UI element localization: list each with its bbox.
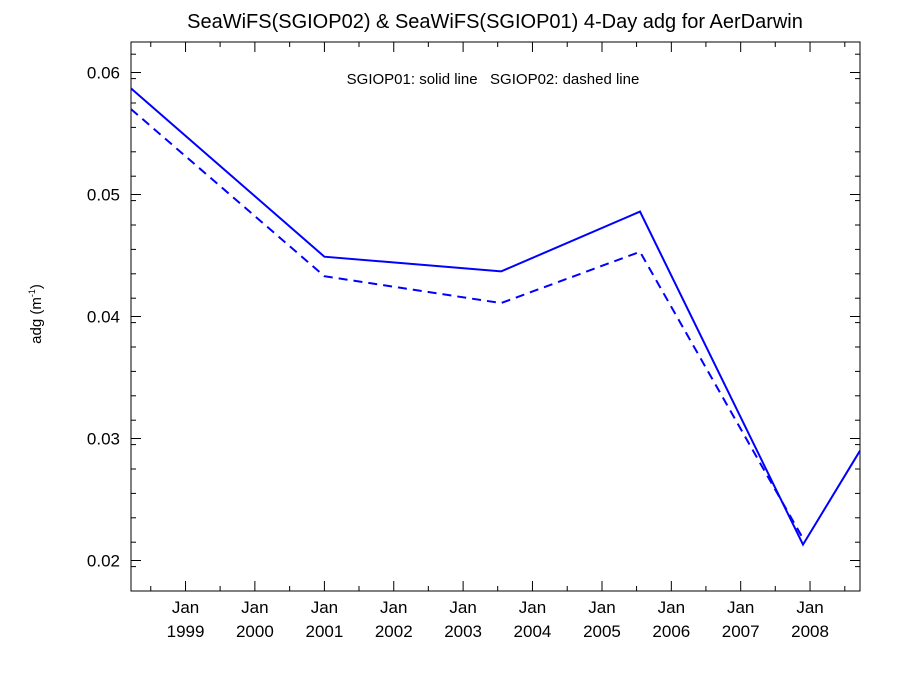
series-line-dashed — [130, 108, 804, 539]
y-tick-label: 0.06 — [87, 64, 120, 83]
x-tick-label-month: Jan — [380, 598, 407, 617]
y-tick-label: 0.05 — [87, 186, 120, 205]
x-tick-label-month: Jan — [519, 598, 546, 617]
x-tick-label-month: Jan — [449, 598, 476, 617]
x-tick-label-month: Jan — [241, 598, 268, 617]
x-tick-label-month: Jan — [658, 598, 685, 617]
x-tick-label-year: 2007 — [722, 622, 760, 641]
x-tick-label-year: 2000 — [236, 622, 274, 641]
chart-title: SeaWiFS(SGIOP02) & SeaWiFS(SGIOP01) 4-Da… — [187, 11, 803, 33]
x-tick-label-year: 2004 — [514, 622, 552, 641]
legend-annotation: SGIOP01: solid line SGIOP02: dashed line — [347, 71, 640, 88]
y-tick-labels: 0.02 0.03 0.04 0.05 0.06 — [87, 64, 120, 571]
x-tick-label-month: Jan — [727, 598, 754, 617]
x-tick-label-year: 2008 — [791, 622, 829, 641]
y-tick-label: 0.03 — [87, 430, 120, 449]
axis-ticks — [131, 42, 860, 592]
plot-frame — [130, 41, 861, 592]
x-tick-label-month: Jan — [172, 598, 199, 617]
x-tick-label-year: 1999 — [167, 622, 205, 641]
x-tick-labels: Jan 1999 Jan 2000 Jan 2001 Jan 2002 Jan 2003 Jan 20… — [167, 598, 829, 641]
x-tick-label-year: 2003 — [444, 622, 482, 641]
x-tick-label-year: 2005 — [583, 622, 621, 641]
y-tick-label: 0.04 — [87, 308, 120, 327]
x-tick-label-year: 2002 — [375, 622, 413, 641]
x-tick-label-year: 2001 — [305, 622, 343, 641]
x-tick-label-year: 2006 — [652, 622, 690, 641]
x-tick-label-month: Jan — [311, 598, 338, 617]
x-tick-label-month: Jan — [796, 598, 823, 617]
y-axis-label: adg (m-1) — [27, 284, 45, 344]
series-group — [130, 87, 861, 547]
y-tick-label: 0.02 — [87, 552, 120, 571]
series-line-solid — [130, 87, 861, 547]
x-tick-label-month: Jan — [588, 598, 615, 617]
